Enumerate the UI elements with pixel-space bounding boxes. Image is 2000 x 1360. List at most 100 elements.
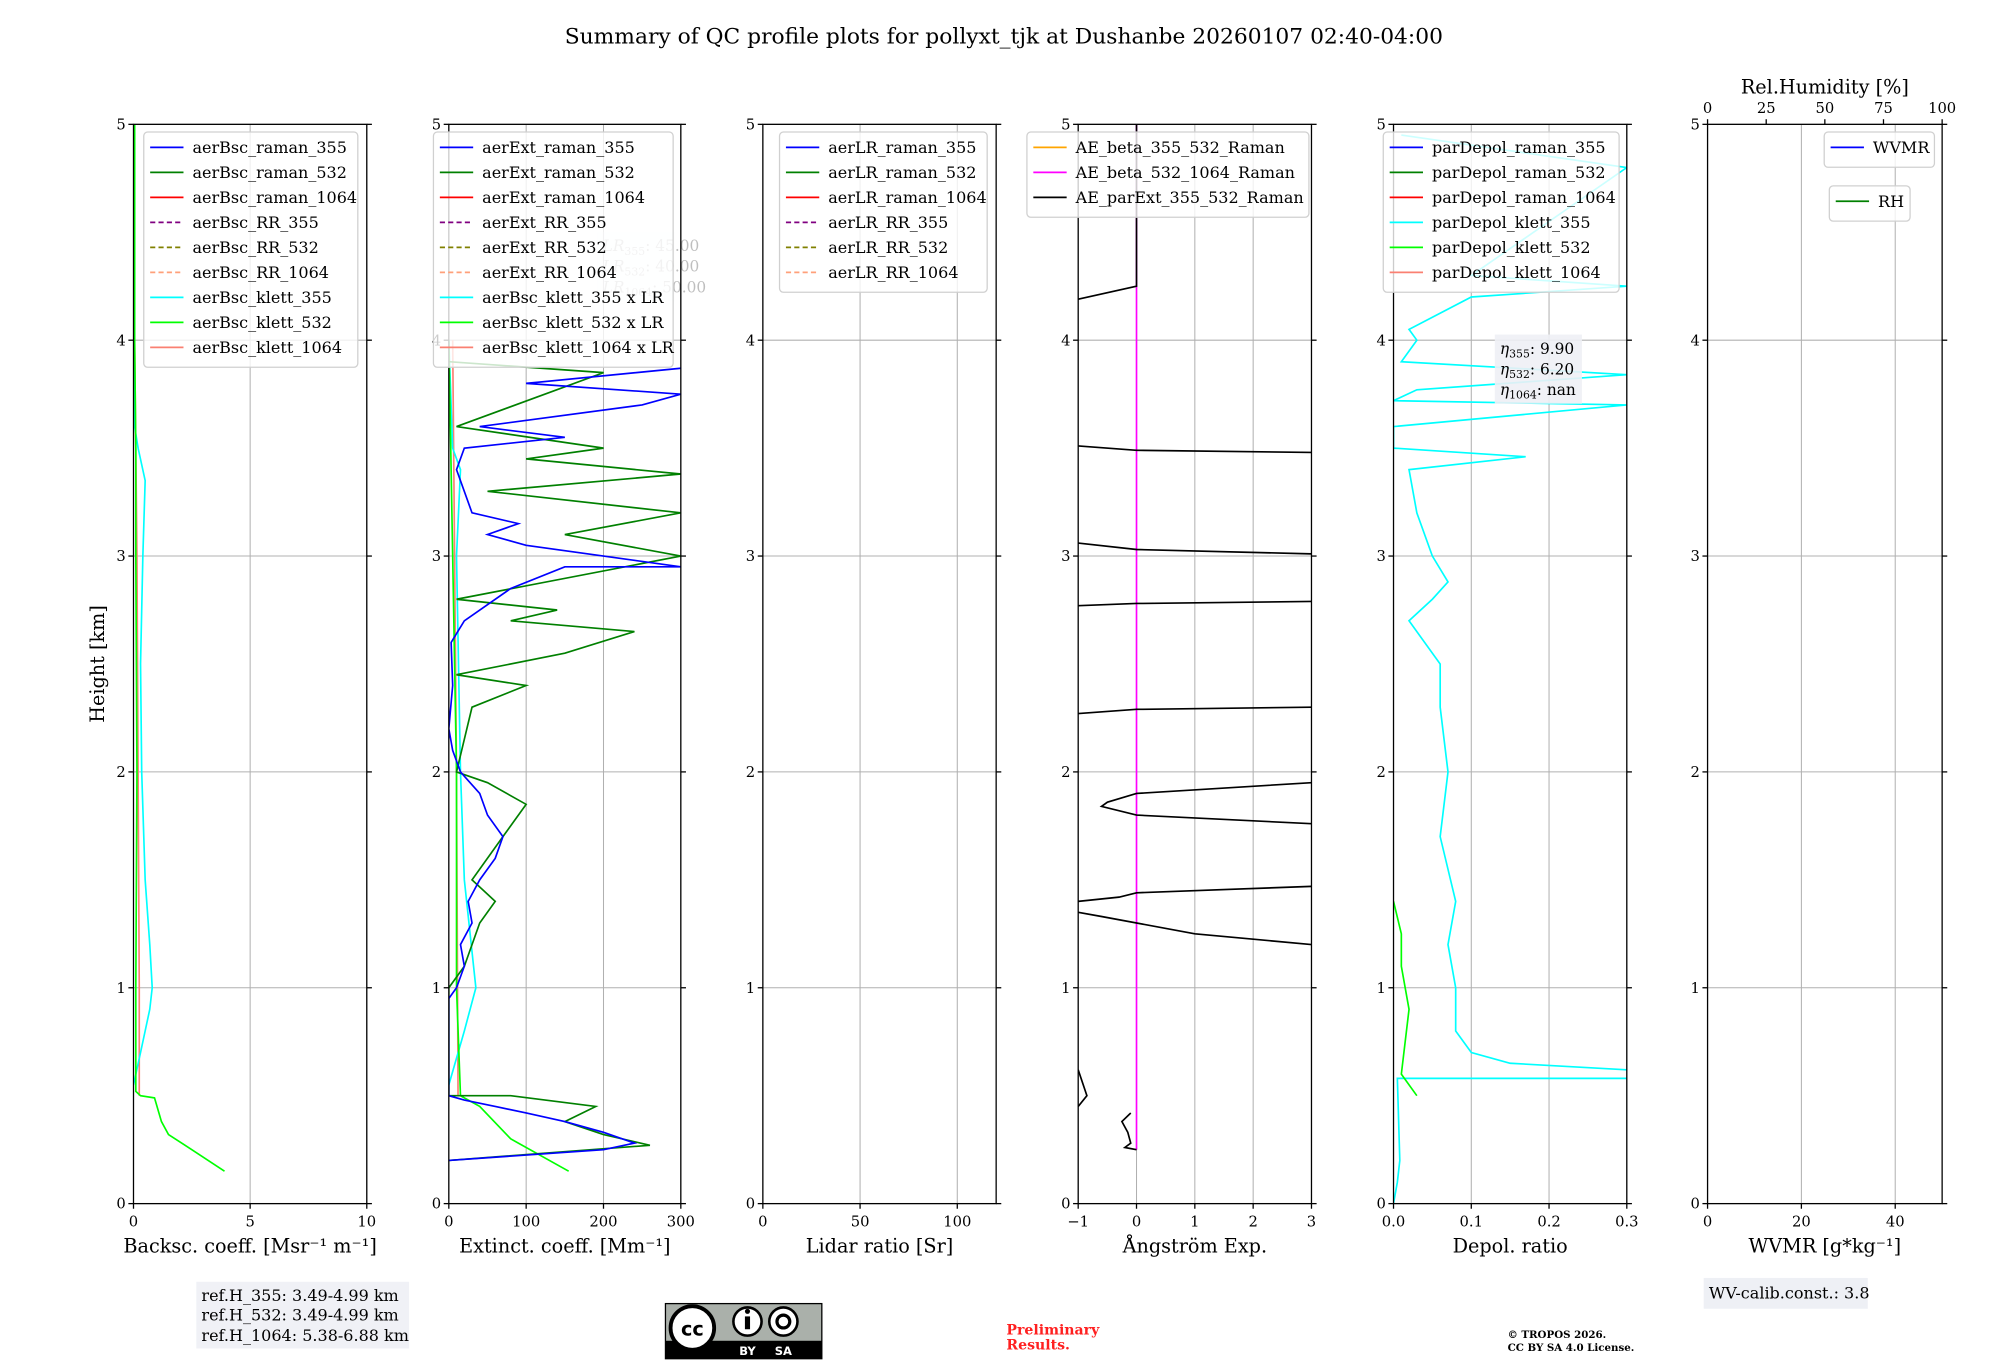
legend-label: aerLR_raman_1064 bbox=[828, 188, 986, 207]
x-axis-label: Backsc. coeff. [Msr⁻¹ m⁻¹] bbox=[123, 1234, 377, 1257]
top-x-axis-label: Rel.Humidity [%] bbox=[1741, 76, 1909, 99]
x-tick-label: −1 bbox=[1067, 1214, 1089, 1231]
series-line-aerbsc-klett-532 bbox=[133, 124, 225, 1172]
preliminary-line1: Preliminary bbox=[1006, 1322, 1100, 1338]
y-tick-label: 5 bbox=[746, 116, 755, 133]
legend-entry: parDepol_klett_1064 bbox=[1389, 263, 1601, 282]
x-axis-label: WVMR [g*kg⁻¹] bbox=[1749, 1234, 1902, 1257]
x-axis-label: Depol. ratio bbox=[1453, 1234, 1568, 1257]
series-group bbox=[1393, 134, 1627, 1204]
legend-label: parDepol_klett_355 bbox=[1432, 213, 1591, 232]
legend-label: aerBsc_RR_532 bbox=[192, 238, 318, 257]
annotation-value: : 6.20 bbox=[1530, 360, 1574, 378]
legend-entry: aerBsc_klett_1064 bbox=[150, 338, 342, 357]
copyright-line2: CC BY SA 4.0 License. bbox=[1508, 1342, 1635, 1354]
axes-frame bbox=[762, 123, 997, 1205]
x-axis-label: Lidar ratio [Sr] bbox=[806, 1234, 954, 1257]
series-line-ae-parext-355-532-raman bbox=[1078, 885, 1312, 903]
legend-entry: aerBsc_klett_355 x LR bbox=[439, 288, 664, 307]
legend-frame bbox=[143, 131, 359, 368]
y-tick-label: 3 bbox=[746, 548, 755, 565]
axes-frame bbox=[1706, 123, 1943, 1205]
y-tick-label: 0 bbox=[432, 1196, 441, 1213]
legend-entry: parDepol_raman_1064 bbox=[1389, 188, 1616, 207]
y-tick-label: 4 bbox=[1061, 332, 1070, 349]
legend: aerBsc_raman_355 aerBsc_raman_532 aerBsc_r… bbox=[143, 131, 359, 368]
sa-label: SA bbox=[775, 1344, 792, 1358]
legend-entry: aerBsc_raman_1064 bbox=[150, 188, 357, 207]
x-tick-label: 0 bbox=[1703, 1214, 1712, 1231]
legend-label: aerLR_RR_355 bbox=[828, 213, 948, 232]
legend-entry: aerBsc_raman_532 bbox=[150, 163, 347, 182]
x-tick-label: 40 bbox=[1886, 1214, 1905, 1231]
y-tick-label: 4 bbox=[746, 332, 755, 349]
legend-frame bbox=[1026, 131, 1310, 218]
legend-frame bbox=[1823, 131, 1936, 168]
legend-label: aerBsc_klett_1064 x LR bbox=[482, 338, 674, 357]
y-tick-label: 1 bbox=[116, 980, 125, 997]
legend-entry: aerLR_RR_1064 bbox=[785, 263, 959, 282]
y-tick-label: 2 bbox=[1690, 764, 1699, 781]
series-line-aerbsc-klett-532-x-lr bbox=[448, 340, 570, 1172]
legend-frame bbox=[1828, 185, 1911, 222]
legend-entry: aerBsc_klett_1064 x LR bbox=[439, 338, 675, 357]
y-tick-label: 0 bbox=[116, 1196, 125, 1213]
legend-entry: aerLR_raman_1064 bbox=[785, 188, 987, 207]
y-tick-label: 0 bbox=[1376, 1196, 1385, 1213]
legend-label: parDepol_raman_1064 bbox=[1432, 188, 1616, 207]
x-tick-label: 1 bbox=[1190, 1214, 1199, 1231]
x-axis-label: Ångström Exp. bbox=[1122, 1234, 1268, 1257]
x-tick-label: 0.1 bbox=[1460, 1214, 1483, 1231]
y-tick-label: 4 bbox=[1376, 332, 1385, 349]
annotation-subscript: 1064 bbox=[1509, 389, 1537, 402]
y-tick-label: 3 bbox=[1376, 548, 1385, 565]
by-label: BY bbox=[739, 1344, 756, 1358]
y-tick-label: 5 bbox=[432, 116, 441, 133]
legend-label: aerBsc_klett_532 x LR bbox=[482, 313, 664, 332]
legend-label: aerBsc_klett_532 bbox=[192, 313, 331, 332]
x-tick-label: 0 bbox=[1132, 1214, 1141, 1231]
top-x-tick-label: 100 bbox=[1928, 100, 1956, 117]
legend-entry: aerBsc_klett_532 bbox=[150, 313, 332, 332]
legend-label: parDepol_klett_532 bbox=[1432, 238, 1591, 257]
series-line-ae-parext-355-532-raman bbox=[1078, 600, 1312, 607]
x-tick-label: 10 bbox=[357, 1214, 376, 1231]
legend-label: aerExt_RR_1064 bbox=[482, 263, 617, 282]
x-tick-label: 0.2 bbox=[1537, 1214, 1560, 1231]
top-x-tick-label: 0 bbox=[1703, 100, 1712, 117]
legend: WVMR bbox=[1823, 131, 1936, 168]
y-tick-label: 2 bbox=[1376, 764, 1385, 781]
legend-entry: RH bbox=[1835, 192, 1904, 211]
sa-icon bbox=[767, 1306, 799, 1337]
legend-entry: parDepol_klett_532 bbox=[1389, 238, 1591, 257]
legend-entry: aerExt_raman_532 bbox=[439, 163, 635, 182]
x-tick-label: 100 bbox=[943, 1214, 971, 1231]
legend-label: aerLR_RR_532 bbox=[828, 238, 948, 257]
legend-entry: aerLR_raman_355 bbox=[785, 138, 976, 157]
legend-entry: parDepol_raman_355 bbox=[1389, 138, 1606, 157]
x-tick-label: 0 bbox=[129, 1214, 138, 1231]
x-tick-label: 0 bbox=[758, 1214, 767, 1231]
x-tick-label: 0.0 bbox=[1382, 1214, 1405, 1231]
y-tick-label: 5 bbox=[1376, 116, 1385, 133]
legend-entry: aerExt_RR_532 bbox=[439, 238, 607, 257]
x-tick-label: 50 bbox=[851, 1214, 870, 1231]
legend-label: aerBsc_klett_1064 bbox=[192, 338, 342, 357]
top-x-tick-label: 75 bbox=[1874, 100, 1893, 117]
x-axis-label: Extinct. coeff. [Mm⁻¹] bbox=[459, 1234, 670, 1257]
y-tick-label: 3 bbox=[1690, 548, 1699, 565]
cc-license-badge: cc BY SA bbox=[664, 1302, 823, 1360]
x-tick-label: 100 bbox=[512, 1214, 540, 1231]
y-tick-label: 3 bbox=[432, 548, 441, 565]
legend-entry: AE_beta_532_1064_Raman bbox=[1033, 163, 1295, 182]
copyright-line1: © TROPOS 2026. bbox=[1508, 1329, 1607, 1341]
legend-entry: aerBsc_RR_532 bbox=[150, 238, 319, 257]
legend-label: aerExt_raman_1064 bbox=[482, 188, 645, 207]
preliminary-line2: Results. bbox=[1006, 1338, 1070, 1354]
legend-label: AE_parExt_355_532_Raman bbox=[1075, 188, 1304, 207]
annotation-bg bbox=[1494, 334, 1582, 404]
legend-entry: WVMR bbox=[1830, 138, 1930, 157]
